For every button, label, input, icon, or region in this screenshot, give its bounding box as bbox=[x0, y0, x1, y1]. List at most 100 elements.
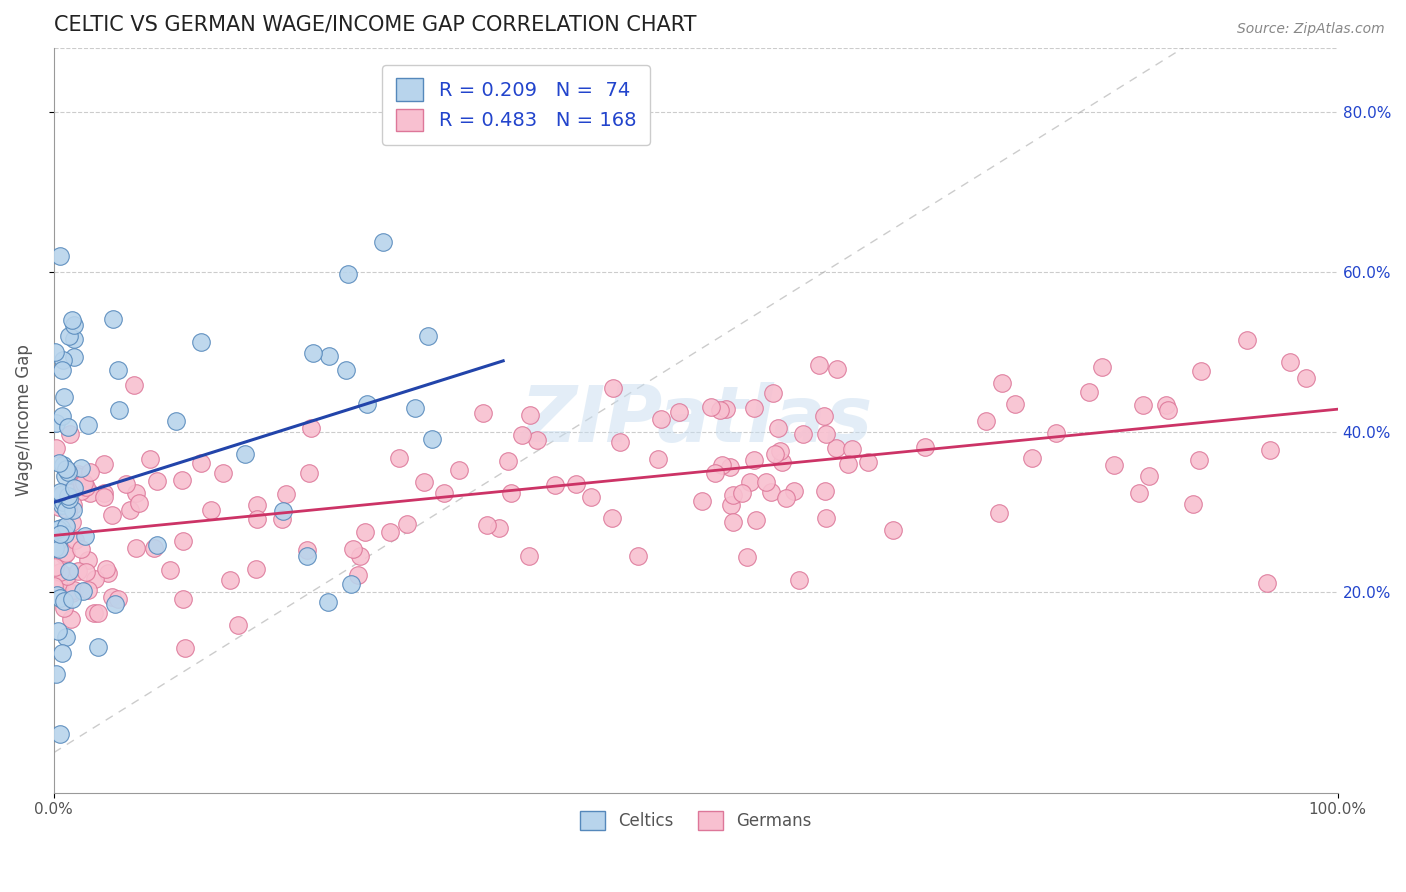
Point bbox=[1128, 486, 1150, 500]
Point bbox=[44, 541, 66, 555]
Point bbox=[856, 455, 879, 469]
Point bbox=[447, 463, 470, 477]
Point bbox=[56, 419, 79, 434]
Point bbox=[388, 451, 411, 466]
Point bbox=[70, 477, 93, 491]
Point bbox=[53, 492, 76, 507]
Point bbox=[49, 727, 72, 741]
Point bbox=[742, 453, 765, 467]
Point bbox=[159, 563, 181, 577]
Point bbox=[297, 549, 319, 563]
Point bbox=[1295, 371, 1317, 385]
Point bbox=[668, 404, 690, 418]
Point bbox=[814, 511, 837, 525]
Point bbox=[825, 361, 848, 376]
Point bbox=[107, 592, 129, 607]
Point bbox=[815, 426, 838, 441]
Point bbox=[104, 597, 127, 611]
Point bbox=[763, 447, 786, 461]
Point bbox=[770, 455, 793, 469]
Point bbox=[51, 646, 73, 660]
Point bbox=[316, 595, 339, 609]
Point bbox=[46, 522, 69, 536]
Point bbox=[299, 421, 322, 435]
Point bbox=[51, 488, 73, 502]
Point bbox=[235, 447, 257, 461]
Point bbox=[93, 486, 115, 500]
Point bbox=[93, 457, 115, 471]
Point bbox=[97, 566, 120, 580]
Point bbox=[1132, 398, 1154, 412]
Point bbox=[720, 498, 742, 512]
Point bbox=[59, 612, 82, 626]
Point bbox=[77, 418, 100, 433]
Point bbox=[709, 403, 731, 417]
Point bbox=[1256, 575, 1278, 590]
Point bbox=[49, 521, 72, 535]
Point bbox=[609, 435, 631, 450]
Point bbox=[342, 541, 364, 556]
Point bbox=[710, 458, 733, 472]
Point bbox=[1156, 398, 1178, 412]
Point bbox=[647, 451, 669, 466]
Point bbox=[420, 432, 443, 446]
Point bbox=[814, 483, 837, 498]
Point bbox=[48, 527, 70, 541]
Point bbox=[1236, 333, 1258, 347]
Point bbox=[94, 562, 117, 576]
Point bbox=[1102, 458, 1125, 473]
Point bbox=[349, 549, 371, 563]
Point bbox=[101, 312, 124, 326]
Point bbox=[212, 466, 235, 480]
Point bbox=[101, 590, 124, 604]
Point bbox=[69, 460, 91, 475]
Point bbox=[52, 458, 75, 472]
Point bbox=[51, 409, 73, 423]
Point bbox=[84, 572, 107, 586]
Point bbox=[46, 540, 69, 554]
Point bbox=[75, 565, 97, 579]
Point bbox=[200, 503, 222, 517]
Point bbox=[166, 414, 188, 428]
Point bbox=[66, 564, 89, 578]
Point bbox=[433, 486, 456, 500]
Point bbox=[45, 588, 67, 602]
Point bbox=[56, 504, 79, 518]
Point bbox=[56, 569, 79, 583]
Point bbox=[356, 397, 378, 411]
Point bbox=[42, 579, 65, 593]
Point bbox=[107, 362, 129, 376]
Point bbox=[841, 442, 863, 456]
Point bbox=[45, 416, 67, 430]
Point bbox=[79, 486, 101, 500]
Point bbox=[526, 434, 548, 448]
Point bbox=[318, 349, 340, 363]
Point bbox=[373, 235, 395, 250]
Point bbox=[837, 457, 859, 471]
Point bbox=[339, 577, 361, 591]
Point bbox=[53, 491, 76, 506]
Point bbox=[55, 502, 77, 516]
Point bbox=[52, 594, 75, 608]
Point bbox=[76, 553, 98, 567]
Point bbox=[579, 490, 602, 504]
Point bbox=[66, 467, 89, 481]
Point bbox=[172, 591, 194, 606]
Point bbox=[48, 565, 70, 579]
Point bbox=[77, 583, 100, 598]
Point bbox=[56, 501, 79, 516]
Point bbox=[295, 543, 318, 558]
Point bbox=[170, 473, 193, 487]
Point bbox=[347, 568, 370, 582]
Point bbox=[271, 511, 294, 525]
Point bbox=[378, 525, 401, 540]
Point bbox=[519, 408, 541, 422]
Point bbox=[125, 485, 148, 500]
Point bbox=[759, 484, 782, 499]
Point bbox=[55, 546, 77, 560]
Point bbox=[510, 428, 533, 442]
Point bbox=[740, 475, 762, 489]
Point bbox=[58, 465, 80, 479]
Point bbox=[44, 537, 66, 551]
Point bbox=[768, 421, 790, 435]
